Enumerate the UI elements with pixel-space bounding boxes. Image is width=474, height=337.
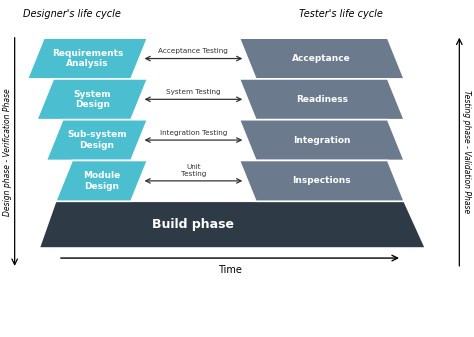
Text: Module
Design: Module Design <box>83 171 120 190</box>
Text: Integration: Integration <box>293 135 351 145</box>
Polygon shape <box>239 160 404 201</box>
Text: Unit
Testing: Unit Testing <box>181 163 206 177</box>
Text: Acceptance: Acceptance <box>292 54 351 63</box>
Text: Sub-system
Design: Sub-system Design <box>67 130 127 150</box>
Polygon shape <box>39 201 426 248</box>
Polygon shape <box>37 79 147 120</box>
Text: Tester's life cycle: Tester's life cycle <box>299 9 383 19</box>
Polygon shape <box>239 79 404 120</box>
Text: Build phase: Build phase <box>153 218 235 231</box>
Text: System Testing: System Testing <box>166 89 221 95</box>
Text: Acceptance Testing: Acceptance Testing <box>158 48 228 54</box>
Text: Integration Testing: Integration Testing <box>160 130 227 136</box>
Text: Testing phase - Validation Phase: Testing phase - Validation Phase <box>462 90 471 213</box>
Polygon shape <box>27 38 147 79</box>
Text: Inspections: Inspections <box>292 176 351 185</box>
Polygon shape <box>239 38 404 79</box>
Polygon shape <box>55 160 147 201</box>
Text: Designer's life cycle: Designer's life cycle <box>23 9 121 19</box>
Polygon shape <box>46 120 147 160</box>
Text: Design phase - Verification Phase: Design phase - Verification Phase <box>3 88 12 216</box>
Text: Time: Time <box>218 266 242 275</box>
Text: Readiness: Readiness <box>296 95 348 104</box>
Polygon shape <box>239 120 404 160</box>
Text: System
Design: System Design <box>73 90 111 109</box>
Text: Requirements
Analysis: Requirements Analysis <box>52 49 123 68</box>
